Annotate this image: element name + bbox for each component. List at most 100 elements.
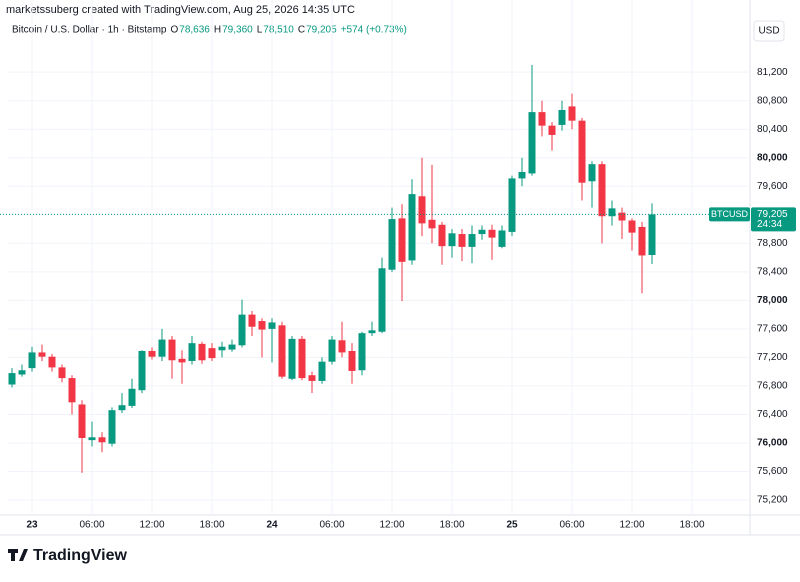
x-tick-label: 06:00 — [79, 520, 104, 531]
candle-body — [588, 164, 596, 182]
y-tick-label: 80,400 — [757, 124, 788, 135]
candle-body — [208, 348, 216, 359]
candle-body — [398, 218, 406, 262]
candle-body — [338, 340, 346, 353]
symbol: Bitcoin / U.S. Dollar · 1h · Bitstamp — [12, 25, 167, 36]
candle-body — [458, 234, 466, 247]
candle-body — [118, 405, 126, 411]
ohlc-key: C — [298, 25, 305, 36]
ohlc-key: O — [171, 25, 179, 36]
candle-body — [218, 346, 226, 351]
candle-body — [238, 314, 246, 346]
y-tick-label: 76,400 — [757, 409, 788, 420]
candle-body — [358, 333, 366, 371]
ohlc-value: 78,636 — [179, 25, 210, 36]
candle-body — [308, 375, 316, 381]
candle-body — [28, 352, 36, 369]
candle-body — [18, 370, 26, 375]
candle-body — [348, 350, 356, 371]
price-tag-value: 79,205 — [757, 209, 788, 220]
y-tick-label: 76,000 — [757, 438, 788, 449]
symbol-tag — [709, 207, 750, 222]
x-tick-label: 18:00 — [199, 520, 224, 531]
y-tick-label: 77,600 — [757, 324, 788, 335]
y-tick-label: 75,600 — [757, 466, 788, 477]
candle-body — [598, 164, 606, 217]
price-tag-countdown: 24:34 — [757, 219, 782, 230]
candle-body — [198, 343, 206, 361]
candle-body — [558, 109, 566, 125]
x-tick-label: 24 — [266, 520, 278, 531]
candle-body — [538, 112, 546, 126]
candle-body — [78, 404, 86, 438]
candle-body — [388, 219, 396, 270]
y-tick-label: 80,000 — [757, 152, 788, 163]
x-tick-label: 12:00 — [619, 520, 644, 531]
candle-body — [528, 112, 536, 174]
y-tick-label: 78,400 — [757, 266, 788, 277]
candle-body — [428, 219, 436, 229]
candle-body — [48, 356, 56, 368]
y-tick-label: 78,000 — [757, 295, 788, 306]
candle-body — [88, 437, 96, 441]
candle-body — [368, 330, 376, 334]
ohlc-value: 79,205 — [306, 25, 337, 36]
candle-body — [608, 208, 616, 217]
candle-body — [268, 322, 276, 329]
logo: TradingView — [8, 547, 128, 564]
candle-body — [438, 224, 446, 247]
candle-body — [548, 125, 556, 135]
candle-body — [298, 338, 306, 379]
candle-body — [518, 172, 526, 179]
logo-text: TradingView — [33, 547, 128, 564]
candle-body — [468, 234, 476, 247]
ohlc-value: 78,510 — [263, 25, 294, 36]
ohlc-value: 79,360 — [222, 25, 253, 36]
x-tick-label: 18:00 — [439, 520, 464, 531]
candle-body — [448, 233, 456, 247]
candle-body — [318, 361, 326, 381]
candle-body — [508, 178, 516, 232]
y-tick-label: 78,800 — [757, 238, 788, 249]
y-tick-label: 75,200 — [757, 495, 788, 506]
candle-body — [68, 378, 76, 403]
candle-body — [378, 268, 386, 332]
candle-body — [108, 410, 116, 444]
ohlc-key: L — [257, 25, 263, 36]
currency[interactable]: USD — [758, 26, 779, 37]
candle-body — [628, 220, 636, 233]
x-tick-label: 18:00 — [679, 520, 704, 531]
currency-box[interactable] — [753, 20, 785, 42]
candle-body — [568, 106, 576, 121]
y-tick-label: 80,800 — [757, 95, 788, 106]
candle-body — [228, 344, 236, 350]
candle-body — [418, 196, 426, 224]
y-tick-label: 81,200 — [757, 67, 788, 78]
candle-body — [478, 229, 486, 235]
x-tick-label: 25 — [506, 520, 518, 531]
candle-body — [98, 437, 106, 443]
price-tag — [751, 207, 796, 232]
candle-body — [38, 352, 46, 357]
candle-body — [278, 325, 286, 377]
candle-body — [148, 350, 156, 357]
y-tick-label: 79,600 — [757, 181, 788, 192]
y-tick-label: 76,800 — [757, 381, 788, 392]
y-tick-label: 77,200 — [757, 352, 788, 363]
x-tick-label: 12:00 — [139, 520, 164, 531]
ohlc-key: H — [214, 25, 221, 36]
candle-body — [128, 388, 136, 406]
x-tick-label: 06:00 — [319, 520, 344, 531]
candle-body — [188, 343, 196, 361]
candle-body — [138, 350, 146, 391]
candle-body — [8, 373, 16, 385]
candle-body — [258, 321, 266, 330]
candle-body — [168, 339, 176, 361]
candle-body — [648, 214, 656, 256]
candle-body — [618, 212, 626, 221]
candle-body — [498, 230, 506, 247]
candle-body — [638, 226, 646, 256]
candle-body — [488, 229, 496, 238]
